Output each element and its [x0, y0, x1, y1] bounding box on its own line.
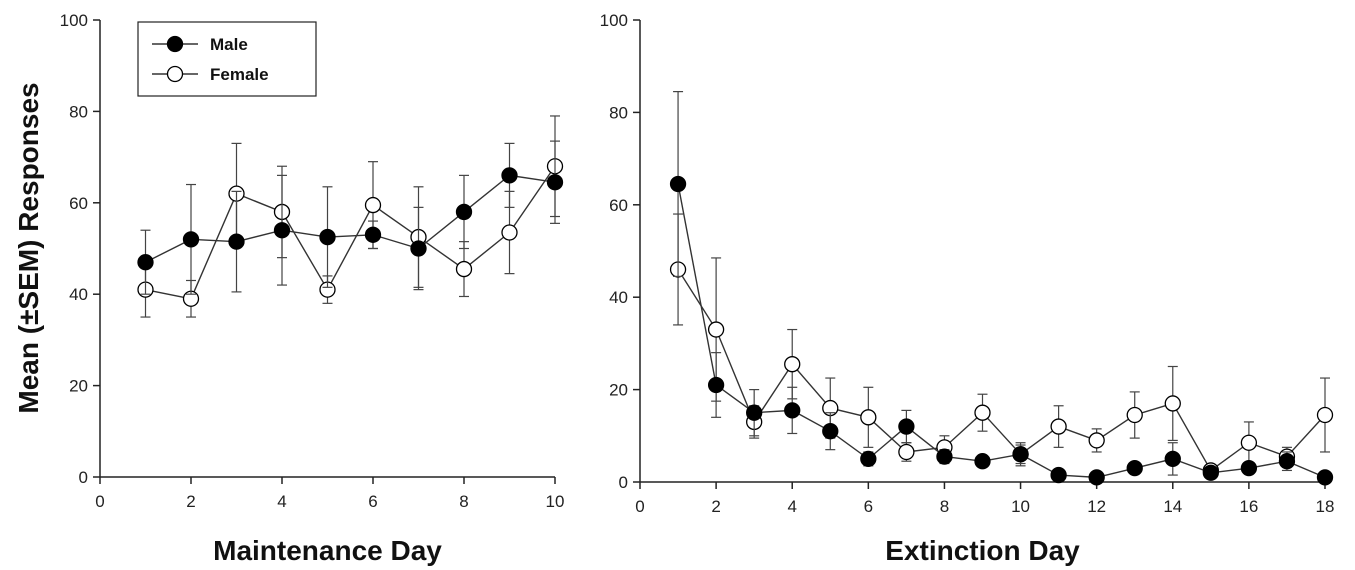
- data-point: [501, 167, 518, 184]
- extinction-panel: 0 20 40 60 80 100 0 2 4 6 8 10 12 14 16 18 Extinction Da…: [600, 11, 1335, 566]
- x-tick-label: 14: [1163, 497, 1182, 516]
- y-tick-label: 20: [609, 381, 628, 400]
- data-point: [1126, 459, 1143, 477]
- data-point: [364, 196, 382, 214]
- y-tick-label: 100: [60, 11, 88, 30]
- data-point: [974, 453, 991, 470]
- x-tick-label: 6: [368, 492, 377, 511]
- y-tick-label: 40: [69, 285, 88, 304]
- data-point: [1316, 406, 1334, 424]
- data-point: [455, 260, 473, 278]
- data-point: [1240, 434, 1258, 451]
- data-point: [784, 402, 801, 419]
- x-tick-label: 4: [277, 492, 286, 511]
- x-tick-label: 0: [635, 497, 644, 516]
- series-female: [669, 213, 1334, 479]
- data-point: [319, 228, 336, 246]
- data-point: [898, 443, 915, 461]
- legend-marker: [166, 35, 184, 53]
- x-tick-label: 16: [1239, 497, 1258, 516]
- data-point: [669, 175, 687, 193]
- series-line: [145, 174, 556, 263]
- data-point: [1012, 446, 1029, 463]
- legend-entry-female: Female: [152, 65, 269, 84]
- series-male: [137, 140, 564, 295]
- x-axis-title: Maintenance Day: [213, 535, 442, 566]
- legend-box: [137, 21, 317, 97]
- data-point: [1202, 464, 1219, 481]
- x-tick-label: 6: [864, 497, 873, 516]
- data-point: [1088, 469, 1105, 486]
- data-point: [1050, 418, 1067, 435]
- data-point: [1316, 469, 1334, 486]
- x-axis-title: Extinction Day: [885, 535, 1080, 566]
- x-tick-label: 2: [711, 497, 720, 516]
- series-line: [145, 165, 556, 300]
- y-tick-label: 40: [609, 288, 628, 307]
- data-point: [1278, 453, 1296, 470]
- data-point: [1240, 459, 1258, 477]
- data-point: [228, 233, 245, 250]
- data-point: [974, 404, 991, 421]
- x-tick-label: 2: [186, 492, 195, 511]
- data-point: [936, 448, 953, 465]
- maintenance-panel: 0 20 40 60 80 100 0 2 4 6 8 10 Maintenance Day: [60, 11, 565, 566]
- legend-label: Male: [210, 35, 248, 54]
- y-tick-label: 80: [609, 103, 628, 122]
- x-tick-label: 8: [459, 492, 468, 511]
- x-tick-label: 18: [1316, 497, 1335, 516]
- data-point: [784, 356, 801, 373]
- series-male: [669, 91, 1334, 486]
- data-point: [1164, 450, 1181, 468]
- y-tick-label: 0: [619, 473, 628, 492]
- data-point: [707, 321, 725, 338]
- data-point: [364, 226, 382, 243]
- legend-marker: [166, 65, 184, 83]
- data-point: [455, 203, 473, 221]
- legend: Male Female: [137, 21, 317, 97]
- y-tick-label: 100: [600, 11, 628, 30]
- series-female: [137, 115, 564, 318]
- legend-entry-male: Male: [152, 35, 248, 54]
- data-point: [898, 418, 915, 435]
- x-tick-label: 0: [95, 492, 104, 511]
- x-tick-label: 10: [1011, 497, 1030, 516]
- data-point: [860, 450, 877, 468]
- data-point: [182, 231, 200, 248]
- x-tick-label: 8: [940, 497, 949, 516]
- data-point: [822, 423, 839, 440]
- data-point: [410, 240, 427, 257]
- y-axis-title: Mean (±SEM) Responses: [13, 82, 44, 413]
- x-tick-label: 12: [1087, 497, 1106, 516]
- y-tick-label: 60: [609, 196, 628, 215]
- data-point: [860, 409, 877, 426]
- y-tick-label: 0: [79, 468, 88, 487]
- data-point: [501, 224, 518, 241]
- data-point: [1164, 395, 1181, 412]
- data-point: [273, 222, 291, 239]
- x-tick-label: 4: [787, 497, 796, 516]
- data-point: [1126, 406, 1143, 424]
- x-tick-label: 10: [546, 492, 565, 511]
- data-point: [137, 254, 154, 271]
- data-point: [1088, 432, 1105, 449]
- y-tick-label: 60: [69, 194, 88, 213]
- series-line: [677, 269, 1326, 472]
- data-point: [1050, 466, 1067, 484]
- data-point: [546, 174, 564, 191]
- y-tick-label: 20: [69, 377, 88, 396]
- y-tick-label: 80: [69, 102, 88, 121]
- data-point: [746, 404, 763, 421]
- legend-label: Female: [210, 65, 269, 84]
- data-point: [707, 376, 725, 394]
